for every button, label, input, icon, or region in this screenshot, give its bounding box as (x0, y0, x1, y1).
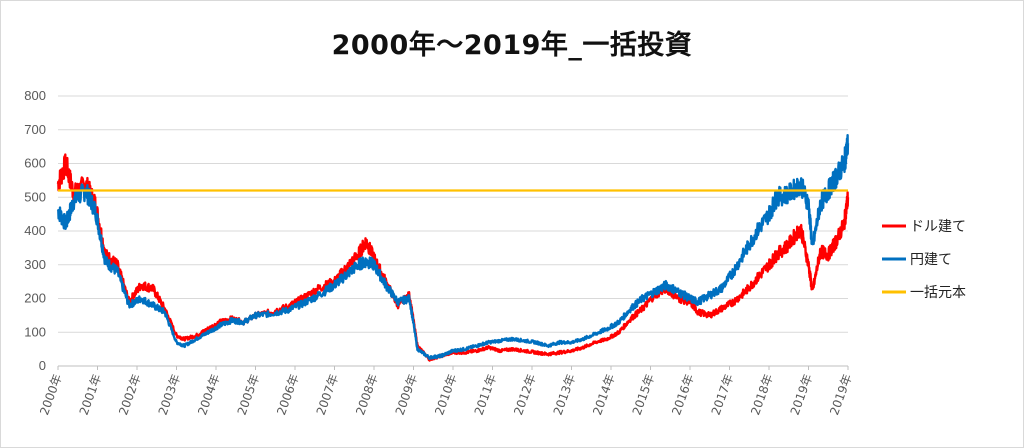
x-tick-label: 2016年 (669, 372, 697, 417)
y-tick-label: 200 (24, 291, 46, 306)
x-tick-label: 2007年 (314, 372, 342, 417)
x-tick-label: 2004年 (195, 372, 223, 417)
chart-title: 2000年～2019年_一括投資 (331, 30, 693, 61)
series-line (56, 134, 850, 361)
y-tick-label: 500 (24, 189, 46, 204)
x-tick-label: 2005年 (235, 372, 263, 417)
x-tick-label: 2013年 (551, 372, 579, 417)
y-tick-label: 700 (24, 122, 46, 137)
y-tick-label: 600 (24, 156, 46, 171)
x-tick-label: 2008年 (353, 372, 381, 417)
y-tick-label: 0 (39, 358, 46, 373)
x-tick-label: 2012年 (511, 372, 539, 417)
x-tick-label: 2010年 (432, 372, 460, 417)
x-tick-label: 2015年 (630, 372, 658, 417)
legend-label: ドル建て (910, 219, 966, 235)
legend-label: 一括元本 (910, 285, 966, 301)
x-tick-label: 2009年 (393, 372, 421, 417)
x-tick-label: 2011年 (472, 372, 500, 417)
y-tick-label: 800 (24, 88, 46, 103)
x-tick-label: 2006年 (274, 372, 302, 417)
legend-label: 円建て (910, 252, 952, 268)
x-tick-label: 2003年 (156, 372, 184, 417)
y-tick-label: 300 (24, 257, 46, 272)
y-tick-label: 400 (24, 223, 46, 238)
x-tick-label: 2001年 (77, 372, 105, 417)
x-tick-label: 2000年 (37, 372, 65, 417)
x-tick-label: 2014年 (590, 372, 618, 417)
x-tick-label: 2019年 (788, 372, 816, 417)
y-tick-label: 100 (24, 324, 46, 339)
series-line (56, 153, 850, 362)
x-tick-label: 2018年 (748, 372, 776, 417)
x-tick-label: 2002年 (116, 372, 144, 417)
x-tick-label: 2017年 (709, 372, 737, 417)
x-tick-label: 2019年 (827, 372, 855, 417)
